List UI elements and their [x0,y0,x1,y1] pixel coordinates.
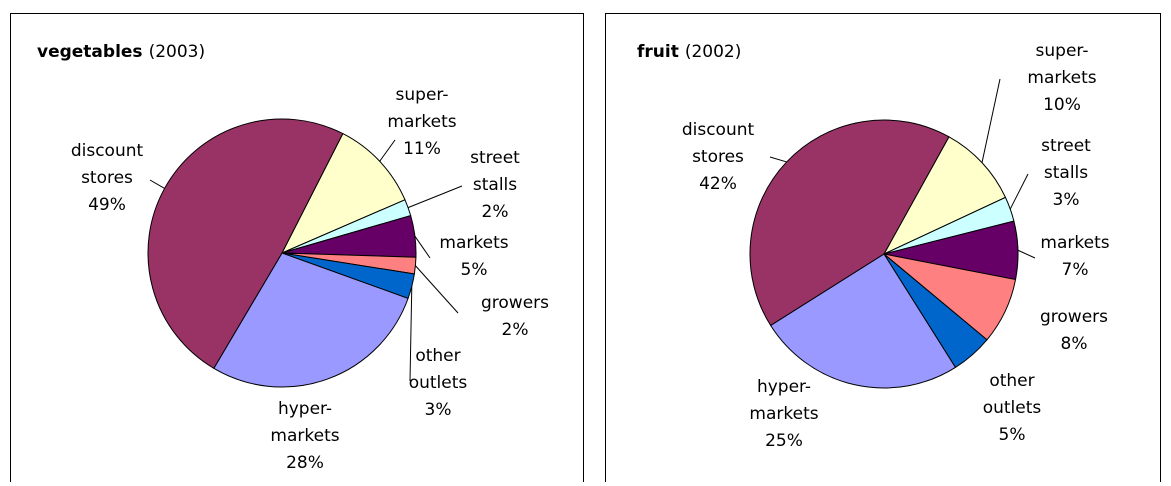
slice-value-label: 5% [999,425,1026,445]
slice-value-label: 5% [461,260,488,280]
chart-subtitle: (2002) [685,42,742,62]
slice-label: growers [481,293,549,313]
pie-slice [769,253,957,389]
slice-value-label: 3% [1053,190,1080,210]
slice-label: discount stores [71,141,144,188]
slice-label: super-markets [387,85,456,132]
slice-value-label: 49% [88,195,126,215]
slice-value-label: 28% [286,453,324,473]
leader-line [409,286,413,382]
slice-value-label: 3% [425,400,452,420]
slice-value-label: 25% [765,431,803,451]
chart-title-main: fruit [637,42,679,62]
slice-value-label: 8% [1061,334,1088,354]
leader-line [407,185,463,209]
slice-label: hyper-markets [270,399,339,446]
slice-label: hyper-markets [749,377,818,424]
pie-slice [882,136,1007,256]
chart-title-main: vegetables [37,42,143,62]
leader-line [415,265,459,314]
slice-label: markets [1040,233,1109,253]
chart-frame [605,13,1161,482]
slice-label: other outlets [409,346,468,393]
slice-label: discount stores [682,120,755,167]
slice-label: super-markets [1027,41,1096,88]
slice-value-label: 7% [1062,260,1089,280]
slice-value-label: 2% [482,202,509,222]
slice-label: street stalls [470,148,520,195]
slice-value-label: 42% [699,174,737,194]
pie-slice [147,118,344,370]
chart-subtitle: (2003) [149,42,206,62]
leader-line [981,78,1001,163]
leader-line [1009,173,1029,210]
leader-line [769,156,787,163]
pie-slice [749,119,950,327]
slice-label: other outlets [983,371,1042,418]
leader-line [1017,249,1036,259]
slice-value-label: 10% [1043,95,1081,115]
slice-label: street stalls [1041,136,1091,183]
leader-line [149,179,165,189]
chart-title: fruit (2002) [637,42,741,62]
chart-title: vegetables (2003) [37,42,205,62]
leader-line [414,235,431,259]
chart-frame [10,13,584,482]
slice-value-label: 2% [502,320,529,340]
leader-line [379,139,396,162]
slice-label: markets [439,233,508,253]
slice-value-label: 11% [403,139,441,159]
slice-label: growers [1040,307,1108,327]
